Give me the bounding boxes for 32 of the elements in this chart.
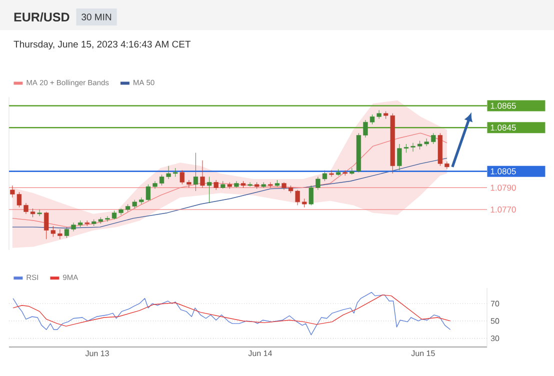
x-tick-label: Jun 14: [248, 350, 272, 356]
candlestick: [200, 160, 205, 188]
candlestick: [193, 152, 198, 192]
ref-line-label: 1.0770: [490, 206, 516, 213]
candlestick: [363, 120, 368, 138]
candlestick: [329, 170, 334, 178]
x-tick-label: Jun 15: [411, 350, 435, 356]
ref-line-label: 1.0845: [490, 124, 516, 131]
text: Thursday, June 15, 2023 4:16:43 AM CET: [14, 40, 191, 50]
candlestick: [444, 161, 450, 170]
candlestick: [37, 209, 42, 216]
y-tick-label: 70: [490, 300, 500, 306]
candlestick: [206, 176, 212, 204]
candlestick: [180, 170, 184, 185]
candlestick: [186, 180, 192, 188]
candlestick: [71, 222, 76, 232]
chart-title: EUR/USD: [14, 12, 70, 22]
candlestick: [410, 142, 416, 152]
y-tick-label: 30: [490, 335, 500, 342]
candlestick: [152, 180, 158, 190]
ref-line-label: 1.0865: [490, 102, 516, 109]
x-tick-label: Jun 13: [85, 350, 109, 356]
y-tick-label: 50: [490, 318, 500, 324]
candlestick: [431, 132, 436, 144]
candlestick: [214, 180, 218, 190]
chart-subtitle: 30 MIN: [82, 14, 112, 20]
ref-line-label: 1.0805: [490, 168, 516, 174]
candlestick: [64, 226, 70, 238]
candlestick: [308, 185, 314, 206]
candlestick: [58, 228, 62, 240]
candlestick: [24, 202, 28, 214]
ref-line-label: 1.0790: [490, 184, 516, 191]
